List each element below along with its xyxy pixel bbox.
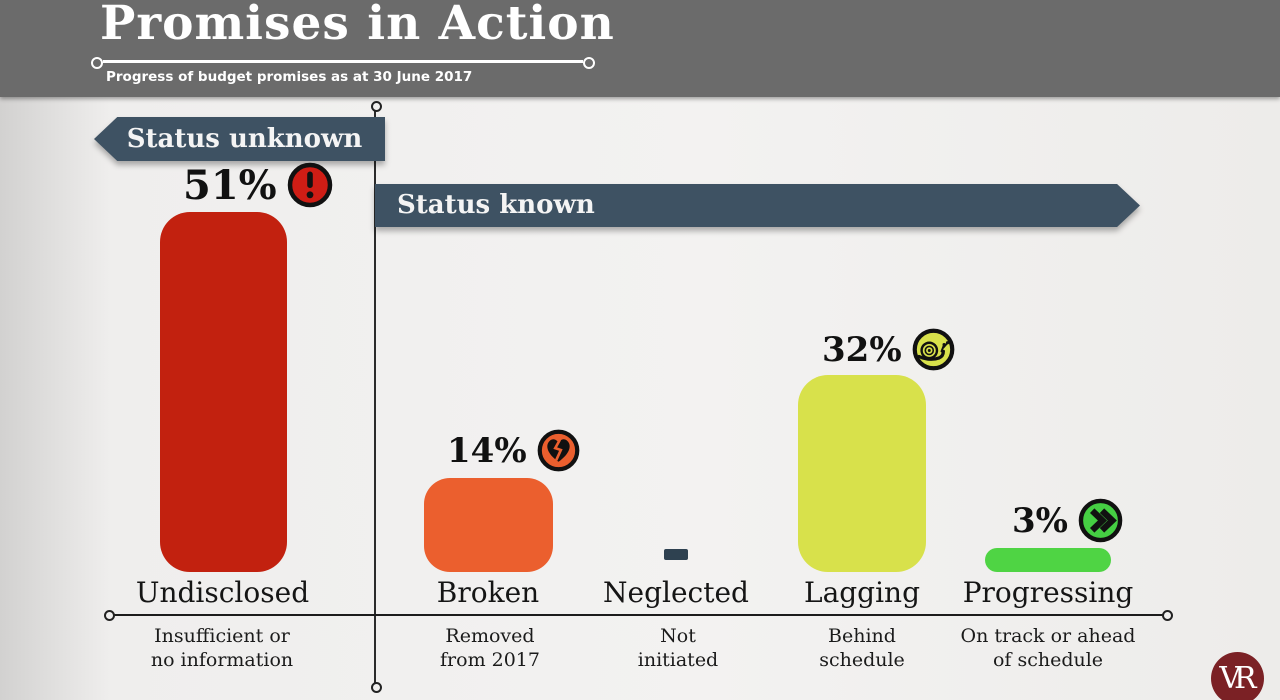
title-underline (103, 60, 583, 63)
subtext-lagging: Behind schedule (782, 624, 942, 672)
subtext-broken: Removed from 2017 (410, 624, 570, 672)
page-subtitle: Progress of budget promises as at 30 Jun… (106, 69, 473, 85)
value-label-lagging: 32% (822, 327, 956, 372)
status-unknown-label: Status unknown (94, 117, 385, 161)
bar-undisclosed (160, 212, 287, 572)
category-lagging: Lagging (803, 576, 921, 609)
bar-progressing (985, 548, 1111, 572)
subtext-line: Removed (445, 625, 535, 647)
fast-forward-icon (1078, 498, 1123, 543)
subtext-neglected: Not initiated (598, 624, 758, 672)
category-neglected: Neglected (603, 576, 749, 609)
value-label-progressing: 3% (1012, 497, 1124, 544)
bar-lagging (798, 375, 926, 572)
axis-right-dot (1162, 610, 1173, 621)
section-divider-line (374, 108, 376, 684)
broken-heart-icon (537, 429, 579, 472)
snail-icon (912, 328, 954, 371)
bar-broken (424, 478, 553, 572)
subtext-line: Behind (828, 625, 896, 647)
subtext-line: no information (150, 649, 294, 671)
subtext-line: Not (660, 625, 696, 647)
category-undisclosed: Undisclosed (135, 576, 310, 609)
percent-undisclosed: 51% (183, 161, 277, 209)
subtext-progressing: On track or ahead of schedule (948, 624, 1148, 672)
percent-lagging: 32% (822, 329, 902, 370)
vr-logo: VR (1211, 652, 1264, 700)
divider-bottom-dot (371, 682, 382, 693)
subtext-undisclosed: Insufficient or no information (122, 624, 322, 672)
category-broken: Broken (436, 576, 540, 609)
category-progressing: Progressing (962, 576, 1134, 609)
status-unknown-banner: Status unknown (94, 117, 385, 161)
x-axis-line (110, 614, 1165, 616)
subtext-line: On track or ahead (960, 625, 1136, 647)
underline-right-dot (583, 57, 595, 69)
underline-left-dot (91, 57, 103, 69)
axis-left-dot (104, 610, 115, 621)
header-band: Promises in Action Progress of budget pr… (0, 0, 1280, 97)
divider-top-dot (371, 101, 382, 112)
percent-broken: 14% (447, 430, 527, 471)
page-title: Promises in Action (100, 0, 615, 51)
bar-neglected (664, 549, 688, 560)
percent-progressing: 3% (1012, 500, 1068, 541)
status-known-banner: Status known (375, 184, 1140, 227)
status-known-label: Status known (375, 184, 1140, 227)
subtext-line: from 2017 (440, 649, 540, 671)
value-label-undisclosed: 51% (183, 161, 334, 209)
exclamation-icon (287, 162, 332, 208)
subtext-line: initiated (637, 649, 719, 671)
subtext-line: of schedule (992, 649, 1104, 671)
subtext-line: schedule (819, 649, 905, 671)
value-label-broken: 14% (447, 428, 581, 473)
subtext-line: Insufficient or (154, 625, 290, 647)
